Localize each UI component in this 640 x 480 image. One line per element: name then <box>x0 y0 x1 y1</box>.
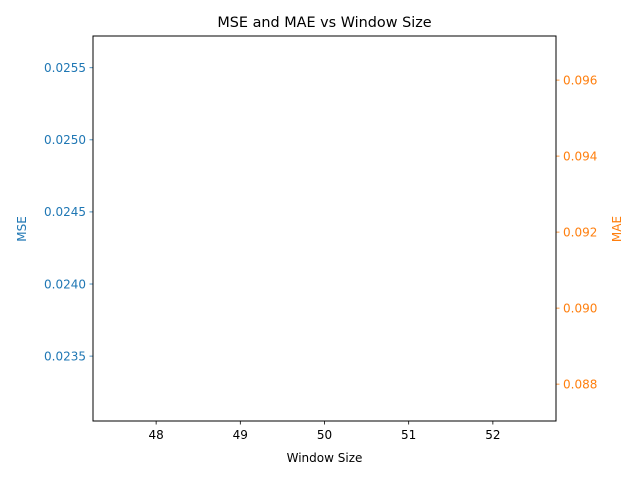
y-right-tick-label: 0.090 <box>563 301 597 315</box>
y-left-tick-label: 0.0245 <box>44 205 86 219</box>
y-right-axis-label: MAE <box>610 216 624 242</box>
y-left-tick-label: 0.0255 <box>44 61 86 75</box>
y-right-tick-label: 0.092 <box>563 225 597 239</box>
plot-frame <box>92 35 557 422</box>
y-right-tick-label: 0.096 <box>563 73 597 87</box>
x-axis-label: Window Size <box>287 451 363 465</box>
y-left-tick-label: 0.0240 <box>44 277 86 291</box>
y-left-tick-label: 0.0235 <box>44 349 86 363</box>
x-tick-label: 50 <box>317 428 332 442</box>
x-tick-label: 51 <box>401 428 416 442</box>
y-right-tick-label: 0.094 <box>563 149 597 163</box>
y-left-axis-ticks: 0.0235 0.0240 0.0245 0.0250 0.0255 <box>44 61 93 363</box>
x-tick-label: 52 <box>485 428 500 442</box>
y-right-axis-ticks: 0.088 0.090 0.092 0.094 0.096 <box>556 73 597 391</box>
chart-title: MSE and MAE vs Window Size <box>217 15 431 31</box>
x-axis-ticks: 48 49 50 51 52 <box>148 421 501 442</box>
y-left-tick-label: 0.0250 <box>44 133 86 147</box>
x-tick-label: 48 <box>148 428 163 442</box>
x-tick-label: 49 <box>233 428 248 442</box>
y-right-tick-label: 0.088 <box>563 377 597 391</box>
plot-area <box>93 36 556 421</box>
y-left-axis-label: MSE <box>15 216 29 242</box>
